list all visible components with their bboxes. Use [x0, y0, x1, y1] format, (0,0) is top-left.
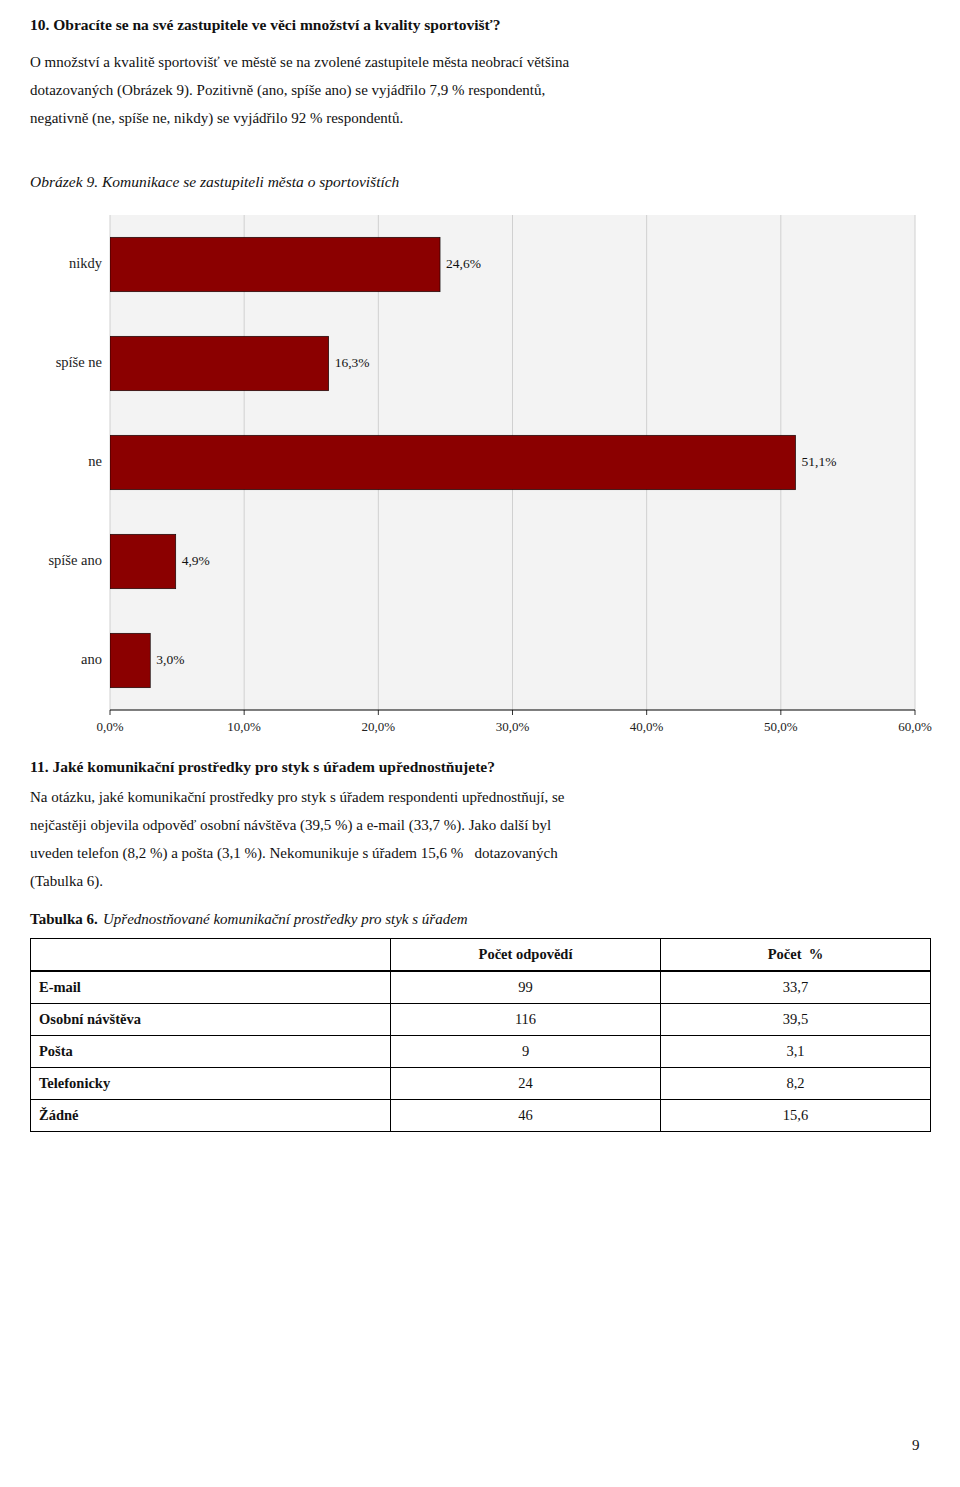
heading: 11. Jaké komunikační prostředky pro styk…: [30, 758, 495, 777]
data-label: 3,0%: [156, 652, 184, 667]
paragraph-line: negativně (ne, spíše ne, nikdy) se vyjád…: [30, 109, 403, 127]
data-label: 4,9%: [182, 553, 210, 568]
grid-line: [915, 215, 916, 710]
table-cell: Žádné: [31, 1100, 391, 1132]
table-cell: 8,2: [661, 1068, 931, 1100]
page-number: 9: [912, 1436, 920, 1454]
table-cell: 9: [391, 1036, 661, 1068]
grid: [110, 215, 915, 710]
table-row: E-mail9933,7: [31, 971, 931, 1004]
paragraph-line: uveden telefon (8,2 %) a pošta (3,1 %). …: [30, 844, 558, 862]
category-label: ano: [81, 651, 102, 667]
x-tick: [646, 710, 647, 715]
table-row: Pošta93,1: [31, 1036, 931, 1068]
x-tick-label: 30,0%: [496, 719, 530, 734]
table-cell: 116: [391, 1004, 661, 1036]
table-cell: 39,5: [661, 1004, 931, 1036]
x-tick: [780, 710, 781, 715]
x-tick: [110, 710, 111, 715]
x-tick-label: 10,0%: [227, 719, 261, 734]
page: {"chart_data": {"type": "bar", "orientat…: [0, 0, 960, 1487]
table-row: Osobní návštěva11639,5: [31, 1004, 931, 1036]
table-cell: 33,7: [661, 971, 931, 1004]
x-tick-label: 50,0%: [764, 719, 798, 734]
table-cell: 15,6: [661, 1100, 931, 1132]
chart-title: Obrázek 9. Komunikace se zastupiteli měs…: [30, 173, 399, 192]
paragraph-line: O množství a kvalitě sportovišť ve městě…: [30, 53, 569, 71]
table-cell: 3,1: [661, 1036, 931, 1068]
category-label: spíše ne: [56, 354, 102, 370]
data-label: 24,6%: [446, 256, 481, 271]
bars: [110, 237, 796, 687]
x-tick: [378, 710, 379, 715]
table-cell: Pošta: [31, 1036, 391, 1068]
x-tick: [512, 710, 513, 715]
data-label: 51,1%: [802, 454, 837, 469]
category-label: ne: [88, 453, 102, 469]
table-header: Počet odpovědíPočet %: [31, 939, 931, 972]
category-label: nikdy: [69, 255, 103, 271]
bar: [110, 336, 329, 390]
table-cell: Telefonicky: [31, 1068, 391, 1100]
table-cell: Počet odpovědí: [391, 939, 661, 972]
paragraph-line: dotazovaných (Obrázek 9). Pozitivně (ano…: [30, 81, 545, 99]
x-tick-label: 0,0%: [96, 719, 123, 734]
paragraph-line: nejčastěji objevila odpověď osobní návšt…: [30, 816, 551, 834]
table-cell: 46: [391, 1100, 661, 1132]
table-caption: Upřednostňované komunikační prostředky p…: [103, 910, 468, 928]
table-row: Žádné4615,6: [31, 1100, 931, 1132]
data-label: 16,3%: [335, 355, 370, 370]
category-label: spíše ano: [48, 552, 102, 568]
table-cell: E-mail: [31, 971, 391, 1004]
table-cell: 99: [391, 971, 661, 1004]
paragraph-line: Na otázku, jaké komunikační prostředky p…: [30, 788, 564, 806]
heading: 10. Obracíte se na své zastupitele ve vě…: [30, 16, 500, 35]
paragraph-line: (Tabulka 6).: [30, 872, 103, 890]
x-tick-label: 20,0%: [362, 719, 396, 734]
table-cell: [31, 939, 391, 972]
x-tick-label: 40,0%: [630, 719, 664, 734]
chart: 0,0% 10,0% 20,0% 30,0% 40,0% 50,0% 60,0% nikdy s…: [0, 205, 960, 750]
plot-background: [110, 215, 915, 710]
x-tick: [244, 710, 245, 715]
x-tick-label: 60,0%: [898, 719, 932, 734]
x-tick: [915, 710, 916, 715]
bar: [110, 237, 440, 291]
table-cell: Počet %: [661, 939, 931, 972]
bar: [110, 435, 796, 489]
bar: [110, 633, 150, 687]
table-cell: 24: [391, 1068, 661, 1100]
x-axis-line: [110, 710, 915, 711]
table-cell: Osobní návštěva: [31, 1004, 391, 1036]
table-row: Telefonicky248,2: [31, 1068, 931, 1100]
table: Počet odpovědíPočet %E-mail9933,7Osobní …: [30, 938, 931, 1132]
table-caption-label: Tabulka 6.: [30, 910, 98, 928]
bar: [110, 534, 176, 588]
